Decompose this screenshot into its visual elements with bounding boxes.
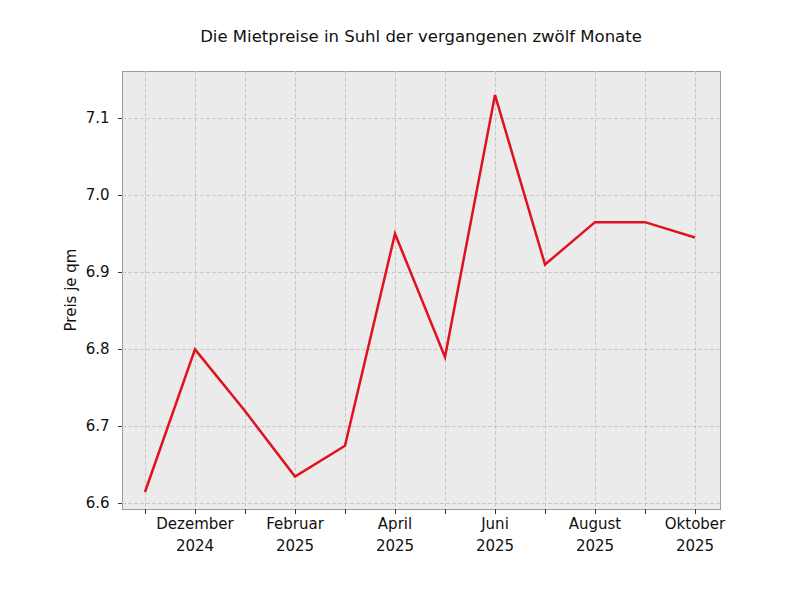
figure: Die Mietpreise in Suhl der vergangenen z… xyxy=(0,0,800,600)
line-chart-svg xyxy=(0,0,800,600)
plot-background xyxy=(122,71,720,509)
